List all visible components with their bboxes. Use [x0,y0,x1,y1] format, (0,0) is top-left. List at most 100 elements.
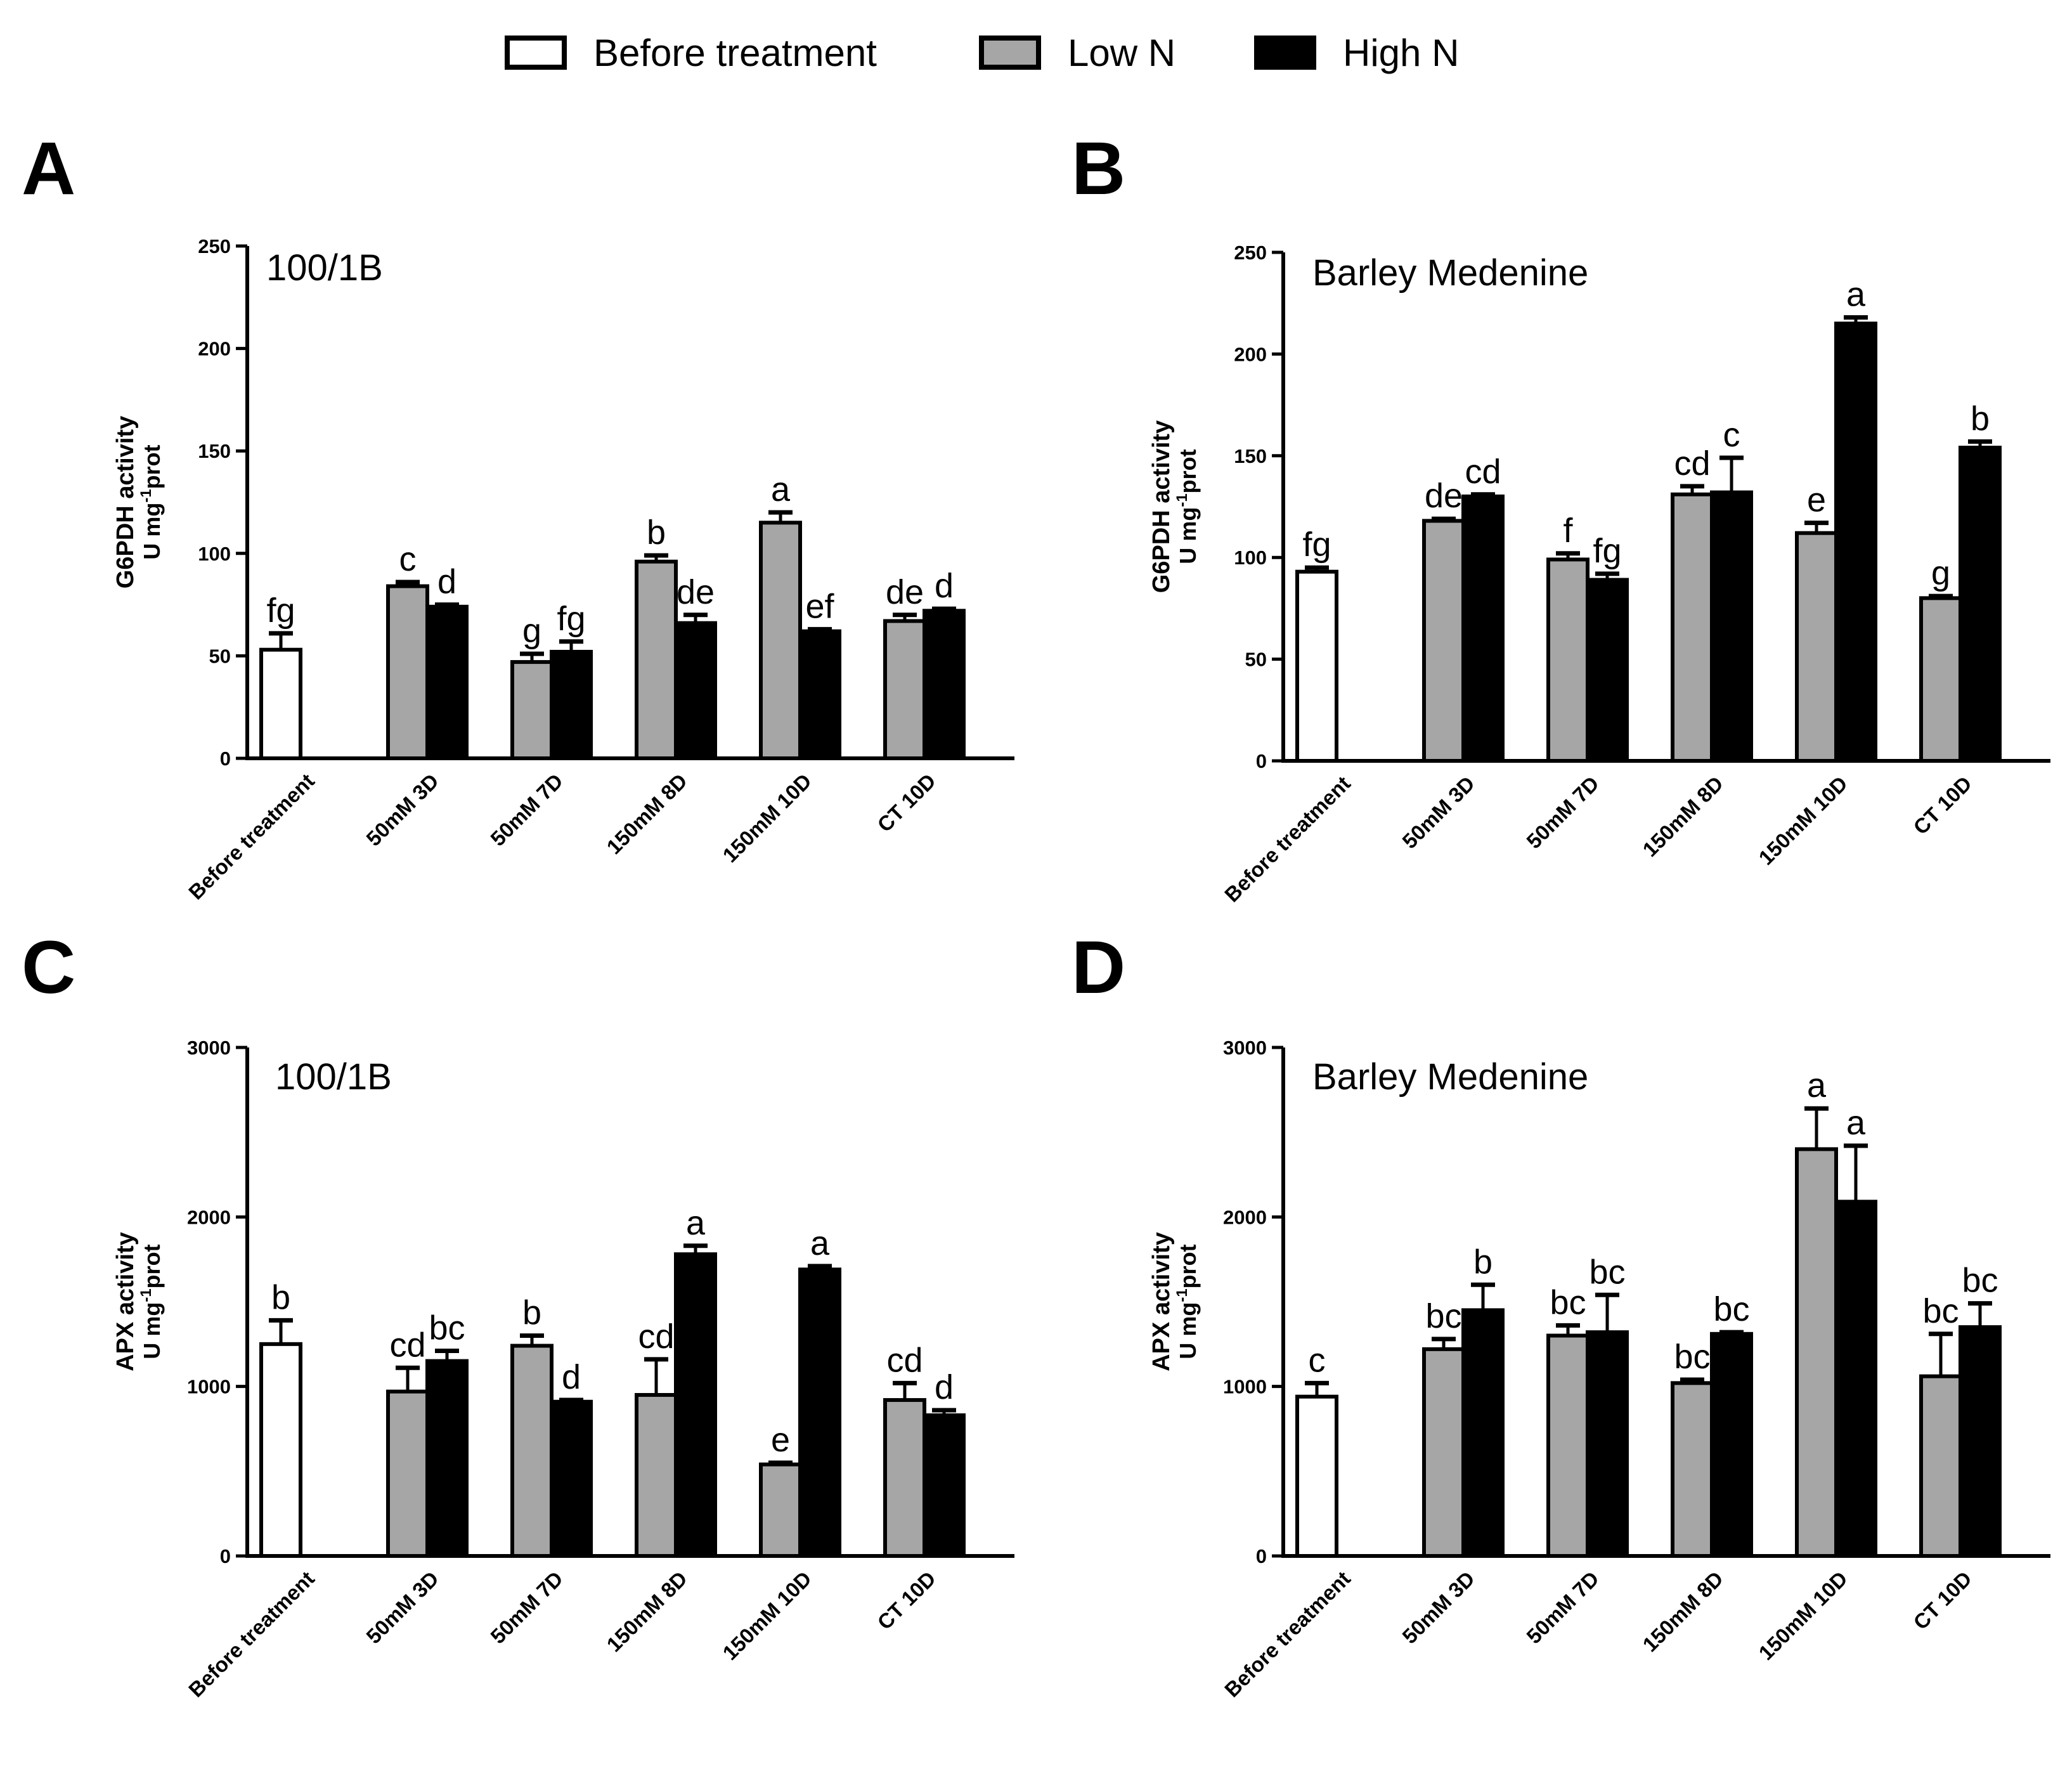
sig-letter-c-low-n-150mm-8d: cd [638,1318,674,1356]
sig-letter-a-high-n-ct-10d: d [935,567,954,605]
bar-a-high-n-50mm-7d [550,649,593,760]
legend-label-high-n: High N [1343,31,1460,74]
sig-letter-b-high-n-150mm-10d: a [1846,276,1866,314]
bar-c-high-n-ct-10d [923,1413,966,1558]
bar-d-low-n-150mm-10d [1795,1147,1838,1558]
sig-letter-b-before-treatment-before-treatment: fg [1302,526,1331,564]
y-tick-label-c-2000: 2000 [187,1206,231,1228]
x-tick-label-b-before-treatment: Before treatment [1220,772,1355,907]
x-tick-label-d-50mm-3d: 50mM 3D [1397,1567,1479,1649]
x-tick-label-c-ct-10d: CT 10D [872,1567,940,1635]
bar-b-low-n-50mm-3d [1422,519,1465,763]
panel-letter-c: C [22,926,76,1009]
bar-b-high-n-150mm-8d [1710,490,1753,763]
legend-item-high-n: High N [1254,30,1459,75]
sig-letter-a-low-n-150mm-10d: a [771,470,791,509]
sig-letter-c-high-n-150mm-10d: a [810,1224,830,1262]
bar-a-high-n-150mm-8d [674,621,717,760]
bar-b-low-n-50mm-7d [1546,557,1590,763]
legend-item-before-treatment: Before treatment [505,30,877,75]
x-tick-label-c-50mm-7d: 50mM 7D [486,1567,567,1649]
x-tick-label-b-150mm-10d: 150mM 10D [1754,772,1852,870]
sig-letter-a-low-n-150mm-8d: b [647,514,666,552]
sig-letter-c-high-n-50mm-7d: d [562,1358,581,1396]
x-tick-label-c-50mm-3d: 50mM 3D [361,1567,443,1649]
x-tick-label-a-50mm-7d: 50mM 7D [486,769,567,851]
y-tick-label-d-2000: 2000 [1223,1206,1267,1228]
sig-letter-c-low-n-50mm-7d: b [522,1293,541,1332]
y-label-title-c: APX activity [112,1232,139,1371]
sig-letter-c-low-n-150mm-10d: e [771,1421,790,1459]
sig-letter-b-low-n-50mm-3d: de [1425,477,1463,515]
bar-d-high-n-50mm-7d [1586,1330,1629,1558]
x-tick-label-d-50mm-7d: 50mM 7D [1522,1567,1603,1649]
sig-letter-c-low-n-ct-10d: cd [886,1341,923,1379]
sig-letter-b-low-n-150mm-10d: e [1807,481,1826,519]
sig-letter-d-low-n-50mm-3d: bc [1425,1297,1461,1335]
x-tick-label-b-150mm-8d: 150mM 8D [1638,772,1728,862]
sig-letter-d-low-n-50mm-7d: bc [1550,1283,1586,1321]
bar-c-high-n-50mm-3d [425,1359,469,1558]
y-tick-label-a-200: 200 [198,338,231,360]
sig-letter-b-high-n-50mm-3d: cd [1465,453,1501,491]
sig-letter-d-high-n-50mm-3d: b [1473,1243,1492,1281]
y-label-title-d: APX activity [1148,1232,1175,1371]
x-tick-label-d-ct-10d: CT 10D [1908,1567,1976,1635]
sig-letter-b-high-n-ct-10d: b [1971,399,1990,437]
bar-d-low-n-50mm-3d [1422,1347,1465,1558]
y-label-c: APX activity U mg-1prot [112,1232,165,1371]
panel-letter-b: B [1072,127,1126,211]
y-label-a: G6PDH activity U mg-1prot [112,416,165,588]
y-label-b: G6PDH activity U mg-1prot [1148,420,1201,593]
sig-letter-d-high-n-ct-10d: bc [1962,1262,1998,1300]
x-tick-label-b-50mm-7d: 50mM 7D [1522,772,1603,853]
x-tick-label-b-50mm-3d: 50mM 3D [1397,772,1479,853]
bar-c-low-n-50mm-7d [510,1344,554,1558]
y-tick-label-a-150: 150 [198,440,231,462]
bar-d-high-n-150mm-8d [1710,1332,1753,1558]
x-tick-label-d-150mm-8d: 150mM 8D [1638,1567,1728,1657]
panel-b: B 0 50 100 150 200 250 G6PDH activity U mg-1pro… [1036,108,2072,907]
y-tick-label-a-100: 100 [198,543,231,565]
sig-letter-b-high-n-50mm-7d: fg [1593,532,1621,570]
x-tick-label-c-before-treatment: Before treatment [184,1567,319,1702]
legend-label-low-n: Low N [1068,31,1176,74]
sig-letter-b-low-n-ct-10d: g [1931,554,1950,592]
chart-title-c: 100/1B [275,1056,392,1098]
y-tick-label-a-50: 50 [209,645,231,667]
sig-letter-c-low-n-50mm-3d: cd [389,1326,425,1364]
y-label-unit-d: U mg-1prot [1174,1244,1201,1359]
x-tick-label-a-before-treatment: Before treatment [184,769,319,904]
bar-b-high-n-50mm-3d [1461,494,1505,763]
bar-d-low-n-50mm-7d [1546,1333,1590,1558]
sig-letter-a-high-n-150mm-10d: ef [805,587,834,625]
sig-letter-b-low-n-50mm-7d: f [1563,512,1573,550]
y-tick-label-d-3000: 3000 [1223,1037,1267,1059]
y-tick-label-b-150: 150 [1234,445,1267,467]
y-tick-label-a-0: 0 [220,748,231,770]
y-tick-label-d-0: 0 [1256,1545,1267,1567]
bar-b-low-n-ct-10d [1919,596,1962,763]
bar-c-low-n-150mm-8d [635,1393,678,1558]
y-label-title-b: G6PDH activity [1148,420,1175,593]
y-tick-label-d-1000: 1000 [1223,1376,1267,1398]
bar-c-high-n-150mm-8d [674,1252,717,1558]
sig-letter-c-high-n-ct-10d: d [935,1368,954,1406]
bar-d-high-n-150mm-10d [1834,1200,1877,1558]
y-tick-label-c-0: 0 [220,1545,231,1567]
sig-letter-b-high-n-150mm-8d: c [1723,416,1740,454]
y-tick-label-b-0: 0 [1256,750,1267,772]
bar-a-high-n-ct-10d [923,609,966,761]
y-label-unit-a: U mg-1prot [138,444,165,559]
bar-b-before-treatment-before-treatment [1295,569,1338,763]
bar-b-high-n-ct-10d [1959,445,2002,763]
y-tick-label-b-50: 50 [1245,649,1267,671]
sig-letter-d-low-n-150mm-10d: a [1807,1066,1827,1105]
sig-letter-c-high-n-50mm-3d: bc [429,1309,465,1347]
y-tick-label-c-1000: 1000 [187,1376,231,1398]
x-tick-label-b-ct-10d: CT 10D [1908,772,1976,839]
bar-a-high-n-150mm-10d [798,629,841,761]
chart-title-d: Barley Medenine [1312,1056,1588,1098]
chart-d: 0 1000 2000 3000 APX activity U mg-1prot Barle… [1148,1037,2050,1702]
sig-letter-a-before-treatment-before-treatment: fg [266,592,295,630]
